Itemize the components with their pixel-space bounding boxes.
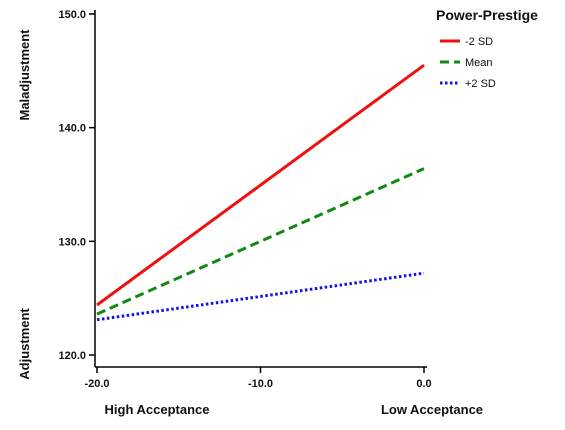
legend-items: -2 SD Mean +2 SD: [440, 36, 496, 90]
x-category-label-high: Low Acceptance: [381, 402, 483, 417]
legend: Power-Prestige -2 SD Mean +2 SD: [436, 7, 538, 90]
y-tick-label: 150.0: [58, 9, 86, 21]
y-category-label-high: Maladjustment: [17, 29, 32, 121]
x-tick-label: -20.0: [84, 378, 109, 390]
x-tick-label: -10.0: [248, 378, 273, 390]
series-line-3: [96, 271, 425, 322]
series: [96, 63, 425, 322]
legend-title: Power-Prestige: [436, 7, 538, 23]
y-tick-label: 120.0: [58, 350, 86, 362]
axes: [94, 10, 427, 368]
x-category-label-low: High Acceptance: [105, 402, 210, 417]
y-category-label-low: Adjustment: [17, 308, 32, 380]
legend-label-2: Mean: [465, 57, 493, 69]
legend-label-1: -2 SD: [465, 36, 493, 48]
x-tick-label: 0.0: [416, 378, 431, 390]
legend-label-3: +2 SD: [465, 78, 496, 90]
series-line-2: [96, 167, 425, 316]
y-tick-label: 130.0: [58, 236, 86, 248]
series-line-1: [96, 63, 425, 307]
ticks: 120.0 130.0 140.0 150.0 -20.0 -10.0 0.0: [58, 9, 431, 390]
y-tick-label: 140.0: [58, 123, 86, 135]
